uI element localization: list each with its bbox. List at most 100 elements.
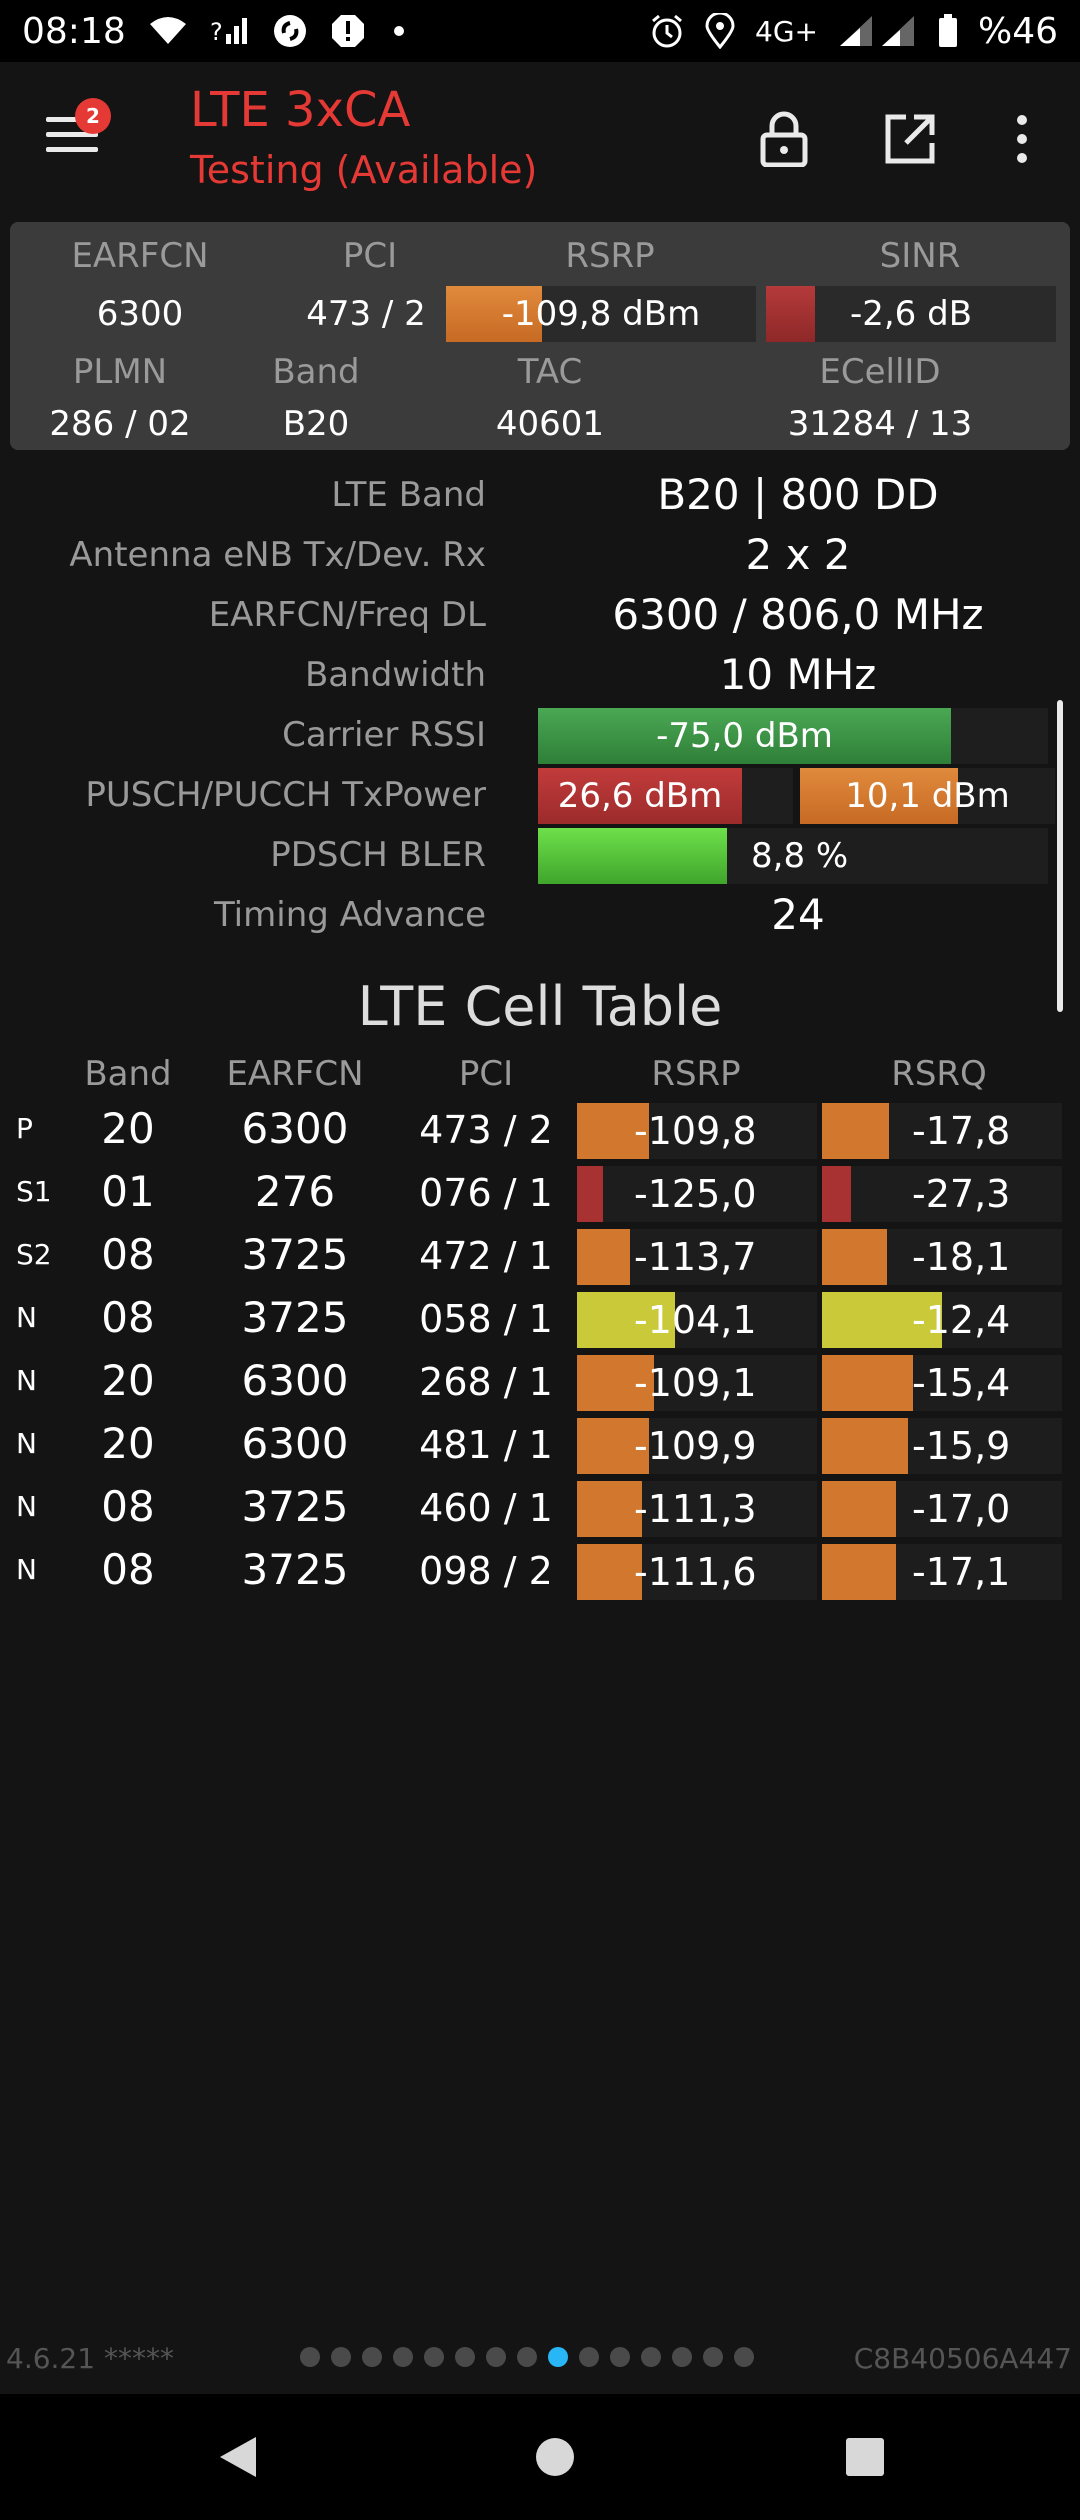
lte-band-value: B20 | 800 DD xyxy=(657,470,939,519)
alarm-icon xyxy=(649,13,685,49)
cell-pci: 058 / 1 xyxy=(419,1297,553,1341)
cell-rsrp: -113,7 xyxy=(634,1235,757,1279)
page-dot[interactable] xyxy=(455,2347,475,2367)
cell-type: S2 xyxy=(16,1238,52,1271)
txpower-label: PUSCH/PUCCH TxPower xyxy=(85,775,486,815)
page-dot[interactable] xyxy=(641,2347,661,2367)
cell-rsrq-bar: -27,3 xyxy=(822,1166,1062,1222)
rsrp-header: RSRP xyxy=(565,236,655,276)
cell-pci: 473 / 2 xyxy=(419,1108,553,1152)
earfcn-header: EARFCN xyxy=(71,236,209,276)
open-external-icon[interactable] xyxy=(878,107,942,171)
app-version: 4.6.21 ***** xyxy=(6,2342,174,2375)
back-icon[interactable] xyxy=(206,2424,272,2490)
cell-pci: 098 / 2 xyxy=(419,1549,553,1593)
cell-type: S1 xyxy=(16,1175,52,1208)
cell-rsrp: -125,0 xyxy=(634,1172,757,1216)
page-dot[interactable] xyxy=(300,2347,320,2367)
rsrp-bar: -109,8 dBm xyxy=(446,286,756,342)
rsrp-bar-fill xyxy=(446,286,542,342)
dot-icon xyxy=(393,26,404,36)
cell-pci: 076 / 1 xyxy=(419,1171,553,1215)
cell-earfcn: 3725 xyxy=(241,1545,349,1594)
cell-table-row: N 08 3725 058 / 1 -104,1 -12,4 xyxy=(0,1289,1080,1349)
bler-value: 8,8 % xyxy=(751,836,849,876)
ecellid-value: 31284 / 13 xyxy=(787,404,973,444)
page-dot[interactable] xyxy=(331,2347,351,2367)
cell-rsrq-bar: -18,1 xyxy=(822,1229,1062,1285)
antenna-label: Antenna eNB Tx/Dev. Rx xyxy=(69,535,486,575)
lock-icon[interactable] xyxy=(752,107,816,171)
page-dot[interactable] xyxy=(486,2347,506,2367)
cell-band: 08 xyxy=(101,1293,155,1342)
earfcn-freq-value: 6300 / 806,0 MHz xyxy=(612,590,984,639)
pucch-bar-fill xyxy=(800,768,958,824)
cell-rsrq: -27,3 xyxy=(912,1172,1011,1216)
home-icon[interactable] xyxy=(522,2424,588,2490)
scrollbar[interactable] xyxy=(1057,700,1063,1012)
band-value: B20 xyxy=(282,404,350,444)
cell-rsrp-bar: -109,8 xyxy=(577,1103,817,1159)
more-vert-icon[interactable] xyxy=(990,107,1054,171)
page-dot[interactable] xyxy=(734,2347,754,2367)
pusch-bar: 26,6 dBm xyxy=(538,768,793,824)
cell-rsrq: -15,4 xyxy=(912,1361,1011,1405)
cell-table-row: S2 08 3725 472 / 1 -113,7 -18,1 xyxy=(0,1226,1080,1286)
cell-rsrq-bar-fill xyxy=(822,1229,887,1285)
location-icon xyxy=(705,13,735,49)
page-dot[interactable] xyxy=(672,2347,692,2367)
cell-band: 08 xyxy=(101,1230,155,1279)
cell-rsrp-bar-fill xyxy=(577,1355,654,1411)
antenna-value: 2 x 2 xyxy=(745,530,851,579)
cell-rsrp: -111,6 xyxy=(634,1550,757,1594)
cell-rsrp: -104,1 xyxy=(634,1298,757,1342)
page-dot[interactable] xyxy=(362,2347,382,2367)
page-dot[interactable] xyxy=(610,2347,630,2367)
battery-level: %46 xyxy=(977,10,1058,52)
cell-rsrq-bar: -17,8 xyxy=(822,1103,1062,1159)
page-dot[interactable] xyxy=(393,2347,413,2367)
pucch-bar: 10,1 dBm xyxy=(800,768,1055,824)
page-indicator[interactable] xyxy=(300,2347,754,2367)
bandwidth-value: 10 MHz xyxy=(719,650,877,699)
cell-table-row: N 08 3725 098 / 2 -111,6 -17,1 xyxy=(0,1541,1080,1601)
notification-badge: 2 xyxy=(75,98,111,134)
cell-rsrp-bar-fill xyxy=(577,1292,675,1348)
earfcn-value: 6300 xyxy=(96,294,184,334)
sinr-bar: -2,6 dB xyxy=(766,286,1056,342)
cell-rsrp-bar-fill xyxy=(577,1481,642,1537)
cell-band: 20 xyxy=(101,1104,155,1153)
cell-table-row: S1 01 276 076 / 1 -125,0 -27,3 xyxy=(0,1163,1080,1223)
col-header-rsrp: RSRP xyxy=(651,1054,741,1094)
page-dot[interactable] xyxy=(517,2347,537,2367)
cell-rsrp: -111,3 xyxy=(634,1487,757,1531)
bler-label: PDSCH BLER xyxy=(270,835,486,875)
page-dot[interactable] xyxy=(548,2347,568,2367)
cell-earfcn: 6300 xyxy=(241,1356,349,1405)
cell-earfcn: 6300 xyxy=(241,1419,349,1468)
shazam-icon xyxy=(272,13,308,49)
bandwidth-label: Bandwidth xyxy=(304,655,486,695)
menu-icon[interactable] xyxy=(46,117,98,157)
cell-rsrq-bar-fill xyxy=(822,1292,942,1348)
cell-rsrq-bar: -17,0 xyxy=(822,1481,1062,1537)
col-header-earfcn: EARFCN xyxy=(226,1054,364,1094)
page-dot[interactable] xyxy=(703,2347,723,2367)
carrier-rssi-value: -75,0 dBm xyxy=(538,708,951,764)
carrier-rssi-label: Carrier RSSI xyxy=(282,715,486,755)
cell-table-row: N 20 6300 268 / 1 -109,1 -15,4 xyxy=(0,1352,1080,1412)
cell-rsrq-bar-fill xyxy=(822,1481,896,1537)
page-dot[interactable] xyxy=(579,2347,599,2367)
cell-rsrq-bar: -15,4 xyxy=(822,1355,1062,1411)
cell-rsrp-bar: -104,1 xyxy=(577,1292,817,1348)
col-header-rsrq: RSRQ xyxy=(891,1054,987,1094)
cell-earfcn: 276 xyxy=(254,1167,336,1216)
recents-icon[interactable] xyxy=(832,2424,898,2490)
page-dot[interactable] xyxy=(424,2347,444,2367)
cell-band: 01 xyxy=(101,1167,155,1216)
cell-rsrq-bar: -17,1 xyxy=(822,1544,1062,1600)
signal-icon xyxy=(838,14,918,48)
cell-rsrp-bar: -111,6 xyxy=(577,1544,817,1600)
cell-type: N xyxy=(16,1364,37,1397)
call-signal-icon: ? xyxy=(210,14,250,48)
